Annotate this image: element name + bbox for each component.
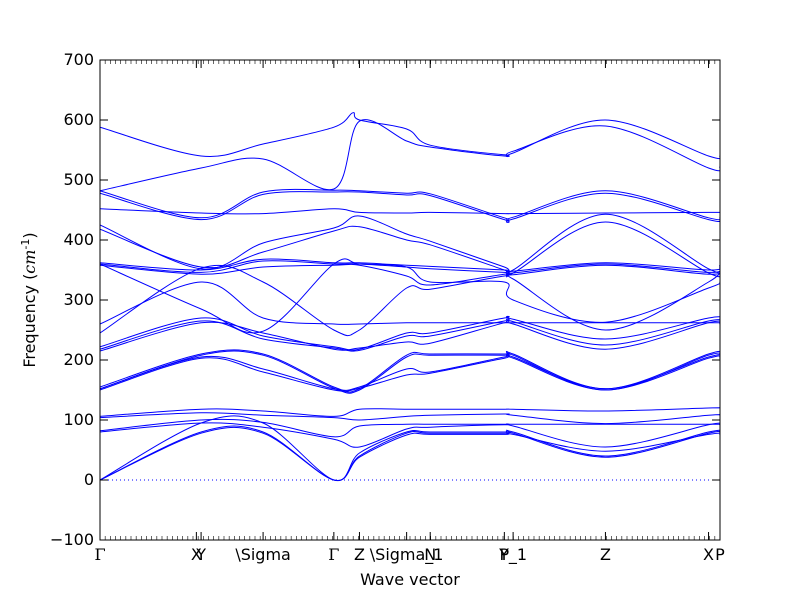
- band-line-10: [100, 263, 720, 286]
- x-tick-label: X: [191, 545, 202, 564]
- band-line-5: [100, 208, 720, 215]
- x-tick-label: P: [715, 545, 725, 564]
- band-line-27: [100, 426, 720, 481]
- band-line-22: [100, 412, 720, 425]
- band-line-8: [100, 258, 720, 273]
- band-line-14: [100, 315, 720, 351]
- band-line-15: [100, 318, 720, 352]
- band-line-4: [100, 191, 720, 223]
- band-line-2: [100, 119, 720, 192]
- band-line-3: [100, 188, 720, 222]
- y-tick-label: 500: [63, 170, 94, 189]
- y-tick-label: 200: [63, 350, 94, 369]
- y-tick-label: 0: [84, 470, 94, 489]
- y-tick-label: −100: [50, 530, 94, 549]
- band-line-1: [100, 112, 720, 160]
- band-line-13: [100, 264, 720, 337]
- band-line-25: [100, 415, 720, 482]
- y-tick-label: 400: [63, 230, 94, 249]
- band-line-24: [100, 422, 720, 448]
- band-line-23: [100, 418, 720, 438]
- band-line-12: [100, 281, 720, 325]
- band-line-26: [100, 425, 720, 481]
- x-tick-label: Z: [600, 545, 611, 564]
- x-tick-label: P: [500, 545, 510, 564]
- x-tick-label: Y: [195, 545, 206, 564]
- y-tick-label: 700: [63, 50, 94, 69]
- y-axis-label: Frequency (cm-1): [19, 232, 40, 367]
- x-axis-label: Wave vector: [360, 570, 460, 589]
- x-tick-label: X: [703, 545, 714, 564]
- x-tick-label: N: [424, 545, 436, 564]
- band-line-9: [100, 260, 720, 275]
- band-line-19: [100, 353, 720, 391]
- y-tick-label: 300: [63, 290, 94, 309]
- y-tick-label: 100: [63, 410, 94, 429]
- band-line-11: [100, 258, 720, 334]
- band-line-6: [100, 213, 720, 275]
- x-tick-label: Z: [354, 545, 365, 564]
- x-tick-label: \Sigma: [235, 545, 291, 564]
- plot-frame: [99, 59, 721, 541]
- band-line-16: [100, 320, 720, 352]
- x-tick-label: \Sigma_1: [370, 545, 444, 565]
- y-tick-label: 600: [63, 110, 94, 129]
- x-tick-label: Y_1: [498, 545, 527, 565]
- band-line-20: [100, 354, 720, 392]
- band-line-7: [100, 221, 720, 278]
- band-line-21: [100, 407, 720, 417]
- x-tick-label: Γ: [328, 545, 339, 564]
- x-tick-label: Γ: [94, 545, 105, 564]
